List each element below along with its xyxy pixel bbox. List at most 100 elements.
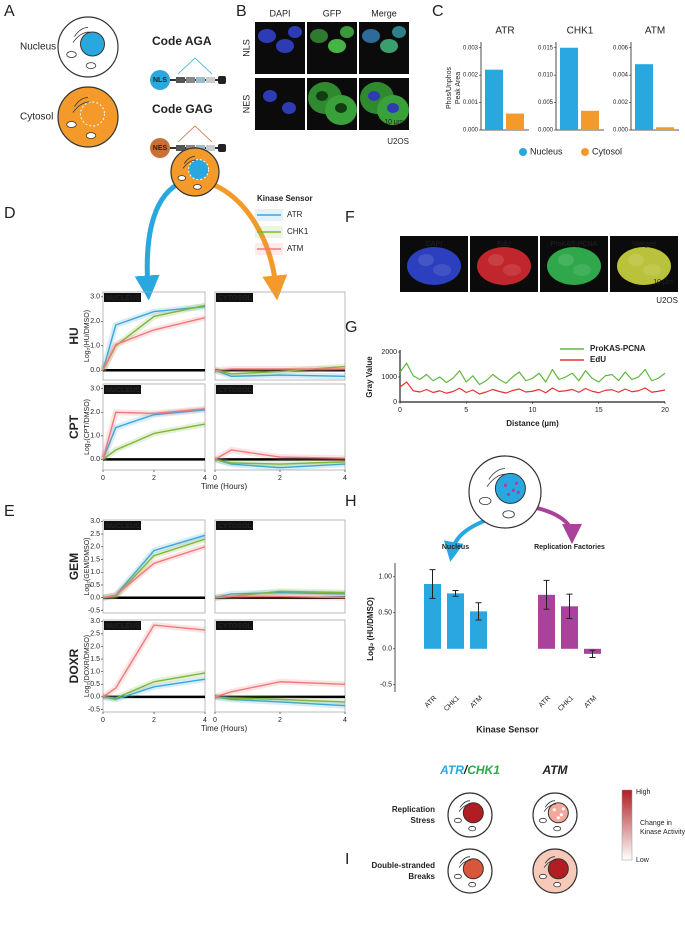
cell-signal bbox=[503, 264, 521, 276]
y-tick-label: 1.0 bbox=[90, 569, 100, 576]
cell-signal bbox=[276, 39, 294, 53]
mitochondrion bbox=[453, 873, 462, 880]
colorbar-label: Kinase Activity bbox=[640, 829, 685, 836]
mitochondrion bbox=[502, 510, 515, 519]
y-tick-label: 1000 bbox=[381, 374, 397, 381]
micrograph bbox=[255, 78, 305, 130]
line bbox=[399, 362, 666, 386]
line bbox=[214, 449, 346, 461]
x-tick-label: 2 bbox=[278, 717, 282, 724]
panel-letter: A bbox=[4, 3, 15, 20]
line bbox=[102, 316, 206, 371]
legend-label: ATM bbox=[287, 244, 304, 253]
mitochondrion bbox=[177, 175, 187, 181]
x-tick-label: 15 bbox=[595, 407, 603, 414]
focus-icon bbox=[514, 481, 519, 485]
y-axis-label: Phos/Unphos bbox=[446, 66, 453, 109]
compartment-label: Cytosol bbox=[20, 112, 53, 123]
x-tick-label: 4 bbox=[203, 717, 207, 724]
condition-label: Breaks bbox=[408, 872, 435, 881]
plot-frame bbox=[102, 291, 206, 381]
cell-signal bbox=[328, 39, 346, 53]
error-bar bbox=[566, 593, 573, 620]
panel-letter: D bbox=[4, 205, 16, 222]
row-label: NLS bbox=[241, 39, 251, 57]
cell-signal bbox=[418, 254, 434, 266]
plot-frame bbox=[102, 519, 206, 614]
y-axis-label: Log₂(DOXR/DMSO) bbox=[84, 635, 91, 697]
focus-icon bbox=[516, 490, 521, 494]
chart-title: NUCLEUS bbox=[106, 387, 140, 394]
construct-end bbox=[218, 144, 226, 152]
row-label: GEM bbox=[67, 553, 81, 580]
y-tick-label: 1.0 bbox=[90, 433, 100, 440]
y-tick-label: 0.000 bbox=[463, 128, 479, 134]
y-tick-label: 0.000 bbox=[538, 128, 554, 134]
mitochondrion bbox=[66, 51, 77, 58]
line bbox=[102, 408, 206, 460]
cell-signal bbox=[477, 247, 531, 285]
line bbox=[214, 681, 346, 698]
construct-end bbox=[218, 76, 226, 84]
tag-label: NES bbox=[153, 145, 168, 152]
y-tick-label: 2.0 bbox=[90, 409, 100, 416]
y-tick-label: 2.5 bbox=[90, 631, 100, 638]
y-tick-label: 3.0 bbox=[90, 618, 100, 625]
y-tick-label: 0.001 bbox=[463, 100, 479, 106]
x-tick-label: 0 bbox=[213, 475, 217, 482]
bar bbox=[506, 113, 524, 130]
column-label: Merge bbox=[371, 8, 397, 18]
mitochondrion bbox=[479, 496, 492, 505]
line bbox=[102, 305, 206, 371]
cell-signal bbox=[380, 39, 398, 53]
cell-signal bbox=[573, 264, 591, 276]
x-axis-label: Time (Hours) bbox=[201, 724, 248, 733]
y-tick-label: 3.0 bbox=[90, 518, 100, 525]
colorbar bbox=[621, 789, 633, 861]
x-tick-label: 4 bbox=[203, 475, 207, 482]
chart-title: NUCLEUS bbox=[106, 623, 140, 630]
legend-label: EdU bbox=[590, 355, 606, 364]
nucleus-icon bbox=[80, 31, 105, 57]
plot-frame bbox=[214, 519, 346, 614]
column-label: DAPI bbox=[269, 8, 290, 18]
tag-label: NLS bbox=[153, 77, 167, 84]
y-tick-label: 0.004 bbox=[613, 73, 629, 79]
x-axis-label: Time (Hours) bbox=[201, 482, 248, 491]
panel-letter: I bbox=[345, 851, 349, 868]
title-box bbox=[104, 385, 141, 394]
panel-letter: F bbox=[345, 209, 355, 226]
scale-label: 10 µm bbox=[653, 279, 673, 286]
line bbox=[214, 595, 346, 599]
mitochondrion bbox=[538, 817, 547, 824]
bar bbox=[485, 69, 503, 130]
nucleus-icon bbox=[188, 159, 210, 181]
x-tick-label: 0 bbox=[213, 717, 217, 724]
cell-signal bbox=[392, 26, 406, 38]
x-tick-label: CHK1 bbox=[557, 695, 575, 713]
legend-label: ProKAS-PCNA bbox=[590, 344, 646, 353]
x-tick-label: CHK1 bbox=[443, 695, 461, 713]
y-tick-label: 0.0 bbox=[90, 595, 100, 602]
x-tick-label: ATM bbox=[469, 695, 484, 710]
cell-signal bbox=[368, 91, 380, 101]
y-tick-label: 0.0 bbox=[90, 694, 100, 701]
title-box bbox=[104, 621, 141, 630]
title-box bbox=[216, 385, 253, 394]
y-tick-label: 0.000 bbox=[613, 128, 629, 134]
cell-signal bbox=[263, 90, 277, 102]
mitochondrion bbox=[453, 817, 462, 824]
x-tick-label: ATM bbox=[583, 695, 598, 710]
group-label: Replication Factories bbox=[534, 544, 605, 551]
code-label: Code GAG bbox=[152, 102, 213, 116]
condition-label: Stress bbox=[411, 816, 436, 825]
row-label: HU bbox=[67, 327, 81, 344]
panel-letter: G bbox=[345, 319, 357, 336]
nucleus-icon bbox=[80, 101, 105, 127]
cell-signal bbox=[258, 29, 276, 43]
code-bracket bbox=[177, 125, 213, 143]
cell-signal bbox=[387, 103, 399, 113]
x-axis-label: Distance (µm) bbox=[506, 419, 559, 428]
group-label: Nucleus bbox=[442, 544, 469, 551]
y-axis-label: Gray Value bbox=[365, 356, 374, 398]
